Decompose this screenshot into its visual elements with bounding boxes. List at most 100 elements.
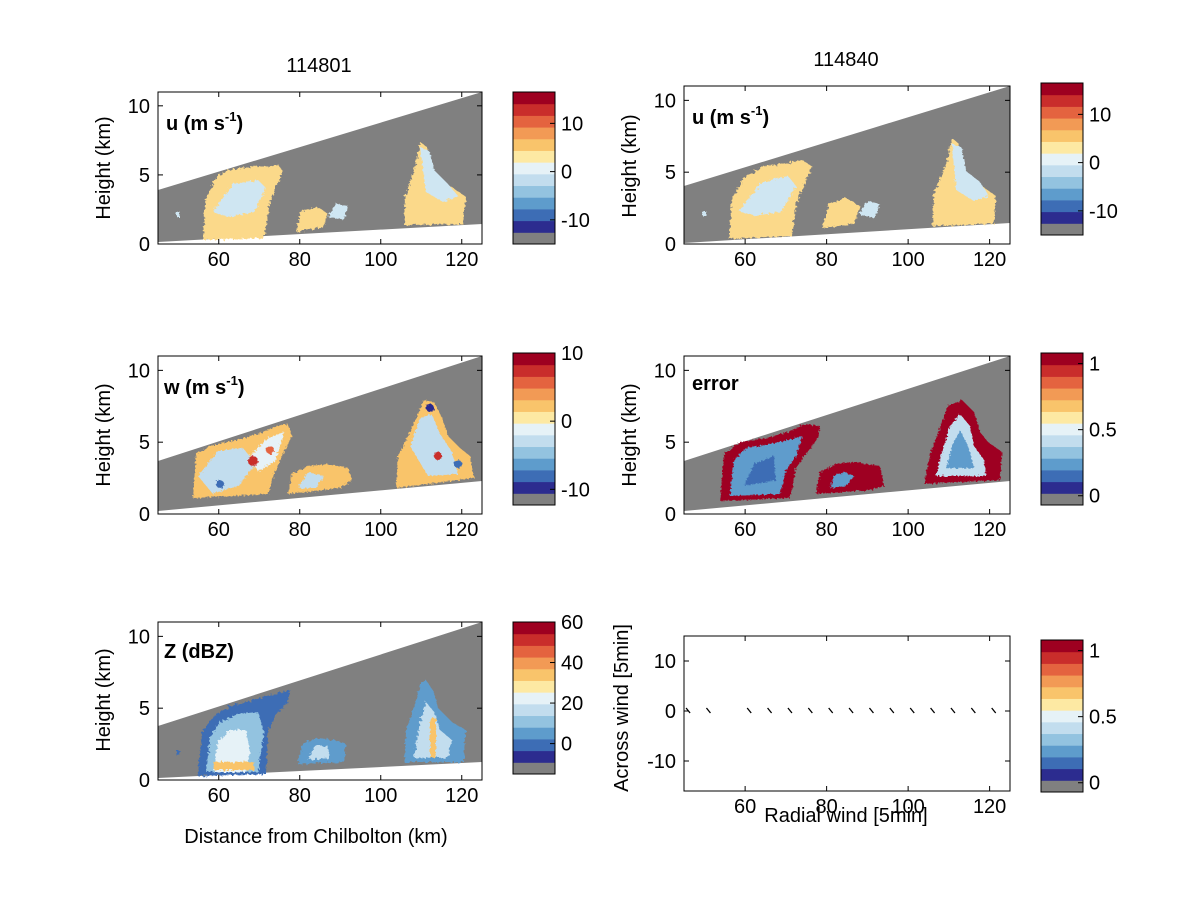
x-tick-label: 120	[445, 249, 478, 271]
y-tick-label: -10	[647, 751, 676, 773]
colorbar-segment	[1041, 481, 1083, 494]
colorbar-frame	[512, 352, 556, 506]
colorbar-segment	[1041, 768, 1083, 781]
colorbar-tick-label: -10	[561, 479, 590, 501]
x-tick-label: 120	[973, 796, 1006, 818]
echo-region	[420, 147, 458, 202]
colorbar-segment	[513, 388, 555, 401]
x-tick-label: 60	[734, 796, 756, 818]
colorbar-segment	[1041, 153, 1083, 166]
x-axis-ticks: 60 80 100 120	[208, 622, 478, 807]
y-tick-label: 5	[139, 698, 150, 720]
colorbar-tick-label: 0	[1089, 773, 1100, 795]
colorbar-tick-label: 1	[1089, 641, 1100, 663]
y-axis-ticks: 0 5 10	[128, 360, 482, 526]
echo-region	[198, 448, 256, 494]
colorbar-tick-label: -10	[1089, 201, 1118, 223]
colorbar-segment	[513, 423, 555, 436]
echo-region	[296, 207, 328, 232]
colorbar-tick-label: 10	[1089, 104, 1111, 126]
echo-core	[248, 456, 258, 466]
x-tick-label: 100	[364, 519, 397, 541]
echo-speck	[176, 212, 180, 217]
colorbar-segment	[513, 103, 555, 116]
x-tick-label: 100	[891, 519, 924, 541]
colorbar-segment	[1041, 399, 1083, 412]
colorbar-tick-label: -10	[561, 210, 590, 232]
colorbar-segment	[1041, 199, 1083, 213]
echo-region	[830, 472, 854, 488]
x-tick-label: 80	[816, 519, 838, 541]
x-tick-label: 60	[208, 785, 230, 807]
colorbar: 10 0 -10	[512, 91, 590, 245]
echo-speck	[176, 750, 180, 755]
wind-marker	[767, 707, 773, 714]
echo-core	[434, 452, 442, 460]
y-axis-ticks: 0 5 10	[128, 626, 482, 792]
x-tick-label: 120	[445, 519, 478, 541]
x-tick-label: 80	[816, 796, 838, 818]
colorbar: 10 0 -10	[512, 343, 590, 506]
wind-marker	[991, 707, 997, 714]
y-tick-label: 10	[654, 360, 676, 382]
colorbar-segment	[513, 692, 555, 705]
echo-regions	[702, 138, 996, 239]
x-tick-label: 100	[891, 796, 924, 818]
echo-core	[266, 446, 274, 454]
y-axis-label: Height (km)	[93, 383, 115, 486]
echo-region	[410, 414, 458, 476]
y-tick-label: 10	[128, 626, 150, 648]
colorbar-tick-label: 0	[561, 411, 572, 433]
colorbar-segment	[513, 173, 555, 187]
colorbar-segment	[1041, 663, 1083, 676]
colorbar-segment	[513, 738, 555, 752]
wind-markers	[685, 707, 997, 714]
colorbar-segment	[513, 411, 555, 424]
colorbar-tick-label: 0.5	[1089, 420, 1117, 442]
plot-frame	[683, 635, 1011, 792]
y-axis-label: Height (km)	[619, 114, 641, 217]
y-tick-label: 0	[665, 504, 676, 526]
colorbar-tick-label: 10	[561, 113, 583, 135]
colorbar-segment	[513, 458, 555, 471]
colorbar: 10.50	[1040, 639, 1117, 795]
y-tick-label: 10	[654, 651, 676, 673]
colorbar-segment	[513, 668, 555, 681]
wind-marker	[950, 707, 956, 714]
x-axis-ticks: 60 80 100 120	[208, 356, 478, 541]
panel-annotation: u (m s-1)	[692, 103, 769, 129]
echo-region	[952, 144, 989, 201]
x-axis-ticks: 60 80 100 120	[208, 92, 478, 271]
colorbar-segment	[1041, 780, 1083, 792]
colorbar-segment	[1041, 141, 1083, 154]
plot-frame	[157, 91, 483, 245]
colorbar-tick-label: 0.5	[1089, 707, 1117, 729]
colorbar-frame	[1040, 82, 1084, 236]
colorbar-tick-label: 20	[561, 693, 583, 715]
echo-speck	[702, 211, 706, 216]
x-tick-label: 80	[289, 519, 311, 541]
echo-region	[308, 746, 330, 760]
echo-region	[946, 430, 974, 468]
colorbar-frame	[512, 91, 556, 245]
colorbar-segment	[513, 232, 555, 244]
colorbar-segment	[1041, 458, 1083, 471]
colorbar-segment	[1041, 733, 1083, 746]
colorbar-segment	[513, 645, 555, 658]
wind-marker	[889, 707, 895, 714]
plot-area: 60 80 100 120 0 5 10 u (m s-1)	[654, 85, 1011, 271]
colorbar: 10 0 -10	[1040, 82, 1118, 236]
echo-region	[822, 198, 860, 228]
y-tick-label: 10	[128, 360, 150, 382]
colorbar-segment	[513, 115, 555, 128]
colorbar-segment	[1041, 640, 1083, 653]
colorbar-tick-label: 0	[1089, 486, 1100, 508]
y-tick-label: 5	[139, 432, 150, 454]
x-tick-label: 60	[734, 519, 756, 541]
x-tick-label: 120	[973, 249, 1006, 271]
colorbar-tick-label: 1	[1089, 354, 1100, 376]
colorbar-segment	[1041, 376, 1083, 389]
